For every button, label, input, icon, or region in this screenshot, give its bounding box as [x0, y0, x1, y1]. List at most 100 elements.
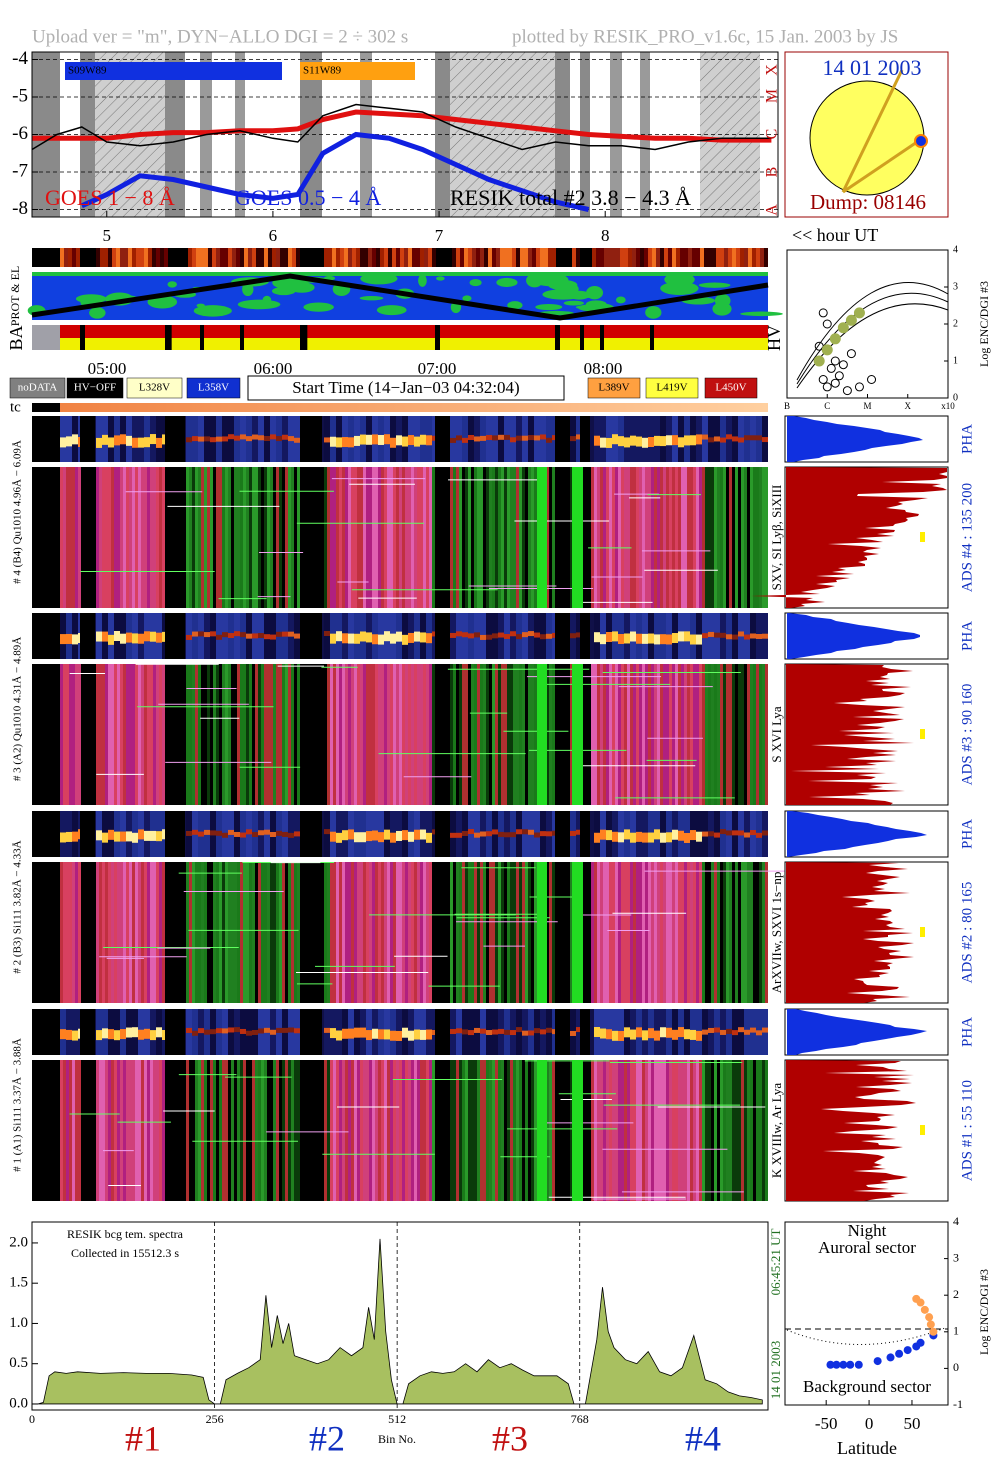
spectrogram-column: [756, 467, 759, 608]
pha-band: [546, 1027, 552, 1033]
spectrogram-column: [546, 862, 549, 1003]
spectrogram-column: [66, 664, 69, 805]
pha-band: [714, 832, 720, 838]
pha-band: [294, 831, 300, 837]
spectrogram-column: [597, 1060, 600, 1201]
legend-button: [704, 377, 758, 399]
spectrogram-column: [747, 862, 750, 1003]
pha-band: [528, 829, 534, 835]
spectrogram-column: [447, 862, 450, 1003]
pha-band: [678, 1027, 684, 1038]
pha-band: [648, 1028, 654, 1039]
strip-cell: [408, 248, 412, 267]
pha-band: [240, 832, 246, 838]
strip-cell: [396, 248, 400, 267]
spectrogram-column: [285, 467, 288, 608]
spectrogram-column: [558, 862, 561, 1003]
spectrogram-column: [312, 664, 315, 805]
spectrogram-column: [210, 467, 213, 608]
pha-band: [654, 829, 660, 840]
spectrogram-column: [429, 1060, 432, 1201]
prot-blob: [507, 301, 523, 310]
spectrogram-column: [321, 1060, 324, 1201]
strip-cell: [76, 248, 80, 267]
spectrogram-column: [717, 664, 720, 805]
annotation: S11W89: [303, 65, 342, 77]
legend-button: [587, 377, 641, 399]
strip-cell: [88, 248, 92, 267]
spectrogram-column: [321, 862, 324, 1003]
spectrogram-column: [327, 862, 330, 1003]
spectrogram-column: [564, 862, 567, 1003]
spectrogram-column: [282, 467, 285, 608]
strip-cell: [328, 248, 332, 267]
line-label: K XVIIIw, Ar Lya: [769, 1083, 784, 1178]
spectrogram-column: [216, 664, 219, 805]
spectrogram-column: [450, 862, 453, 1003]
spectrogram-column: [237, 1060, 240, 1201]
spectrogram-column: [666, 862, 669, 1003]
pha-band: [390, 1030, 396, 1041]
pha-band: [666, 1027, 672, 1038]
spectrogram-column: [462, 1060, 465, 1201]
spectrogram-column: [432, 664, 435, 805]
hist-marker: [920, 927, 925, 937]
pha-band: [408, 1030, 414, 1041]
pha-band: [378, 832, 384, 843]
spectrogram-column: [333, 1060, 336, 1201]
spectrogram-column: [588, 862, 591, 1003]
spectrogram-column: [168, 862, 171, 1003]
spectrogram-column: [705, 862, 708, 1003]
spectrogram-column: [495, 1060, 498, 1201]
spectrogram-column: [192, 862, 195, 1003]
spectrogram-column: [441, 467, 444, 608]
spectrogram-column: [375, 467, 378, 608]
strip-cell: [764, 248, 768, 267]
strip-cell: [584, 248, 588, 267]
spectrogram-column: [369, 467, 372, 608]
y-tick-label: 3: [953, 281, 958, 292]
spectrogram-column: [741, 1060, 744, 1201]
point: [818, 308, 828, 318]
spectrogram-column: [153, 1060, 156, 1201]
strip-cell: [124, 248, 128, 267]
spectrogram-column: [459, 862, 462, 1003]
spectrogram-column: [321, 664, 324, 805]
spectrogram-column: [687, 862, 690, 1003]
spectrogram-column: [135, 862, 138, 1003]
spectrogram-column: [267, 1060, 270, 1201]
spectrogram-column: [183, 664, 186, 805]
spectrogram-column: [108, 467, 111, 608]
spectrogram-column: [99, 467, 102, 608]
spectrogram-column: [327, 1060, 330, 1201]
spectrogram-column: [513, 1060, 516, 1201]
pha-band: [324, 1027, 330, 1033]
spectrogram-column: [294, 467, 297, 608]
pha-band: [522, 829, 528, 835]
gap-bar: [537, 467, 547, 608]
spectrogram-column: [516, 664, 519, 805]
detector-label: # 3 (A2) Qu1010 4.31Å − 4.89Å: [12, 637, 24, 781]
pha-band: [690, 435, 696, 446]
spectrogram-column: [138, 1060, 141, 1201]
spectrogram-column: [258, 467, 261, 608]
class-label: X: [764, 64, 781, 76]
strip-cell: [540, 248, 544, 267]
spectrogram-column: [663, 1060, 666, 1201]
spectrogram-column: [714, 467, 717, 608]
spectrogram-black: [32, 664, 60, 805]
spectrogram-column: [600, 862, 603, 1003]
pha-band: [270, 832, 276, 838]
spectrogram-column: [504, 862, 507, 1003]
spectrogram-column: [135, 467, 138, 608]
strip-cell: [744, 248, 748, 267]
spectrogram-column: [525, 664, 528, 805]
strip-cell: [292, 248, 296, 267]
spectrogram-column: [381, 467, 384, 608]
spectrogram-column: [405, 862, 408, 1003]
spectrogram-column: [612, 862, 615, 1003]
pha-band: [504, 832, 510, 838]
strip-cell: [380, 248, 384, 267]
spectrogram-column: [726, 862, 729, 1003]
spectrogram-column: [219, 664, 222, 805]
